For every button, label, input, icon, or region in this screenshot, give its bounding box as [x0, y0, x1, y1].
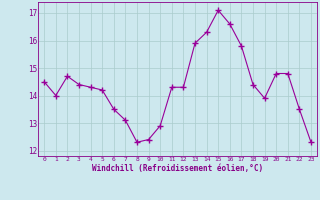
X-axis label: Windchill (Refroidissement éolien,°C): Windchill (Refroidissement éolien,°C) — [92, 164, 263, 173]
